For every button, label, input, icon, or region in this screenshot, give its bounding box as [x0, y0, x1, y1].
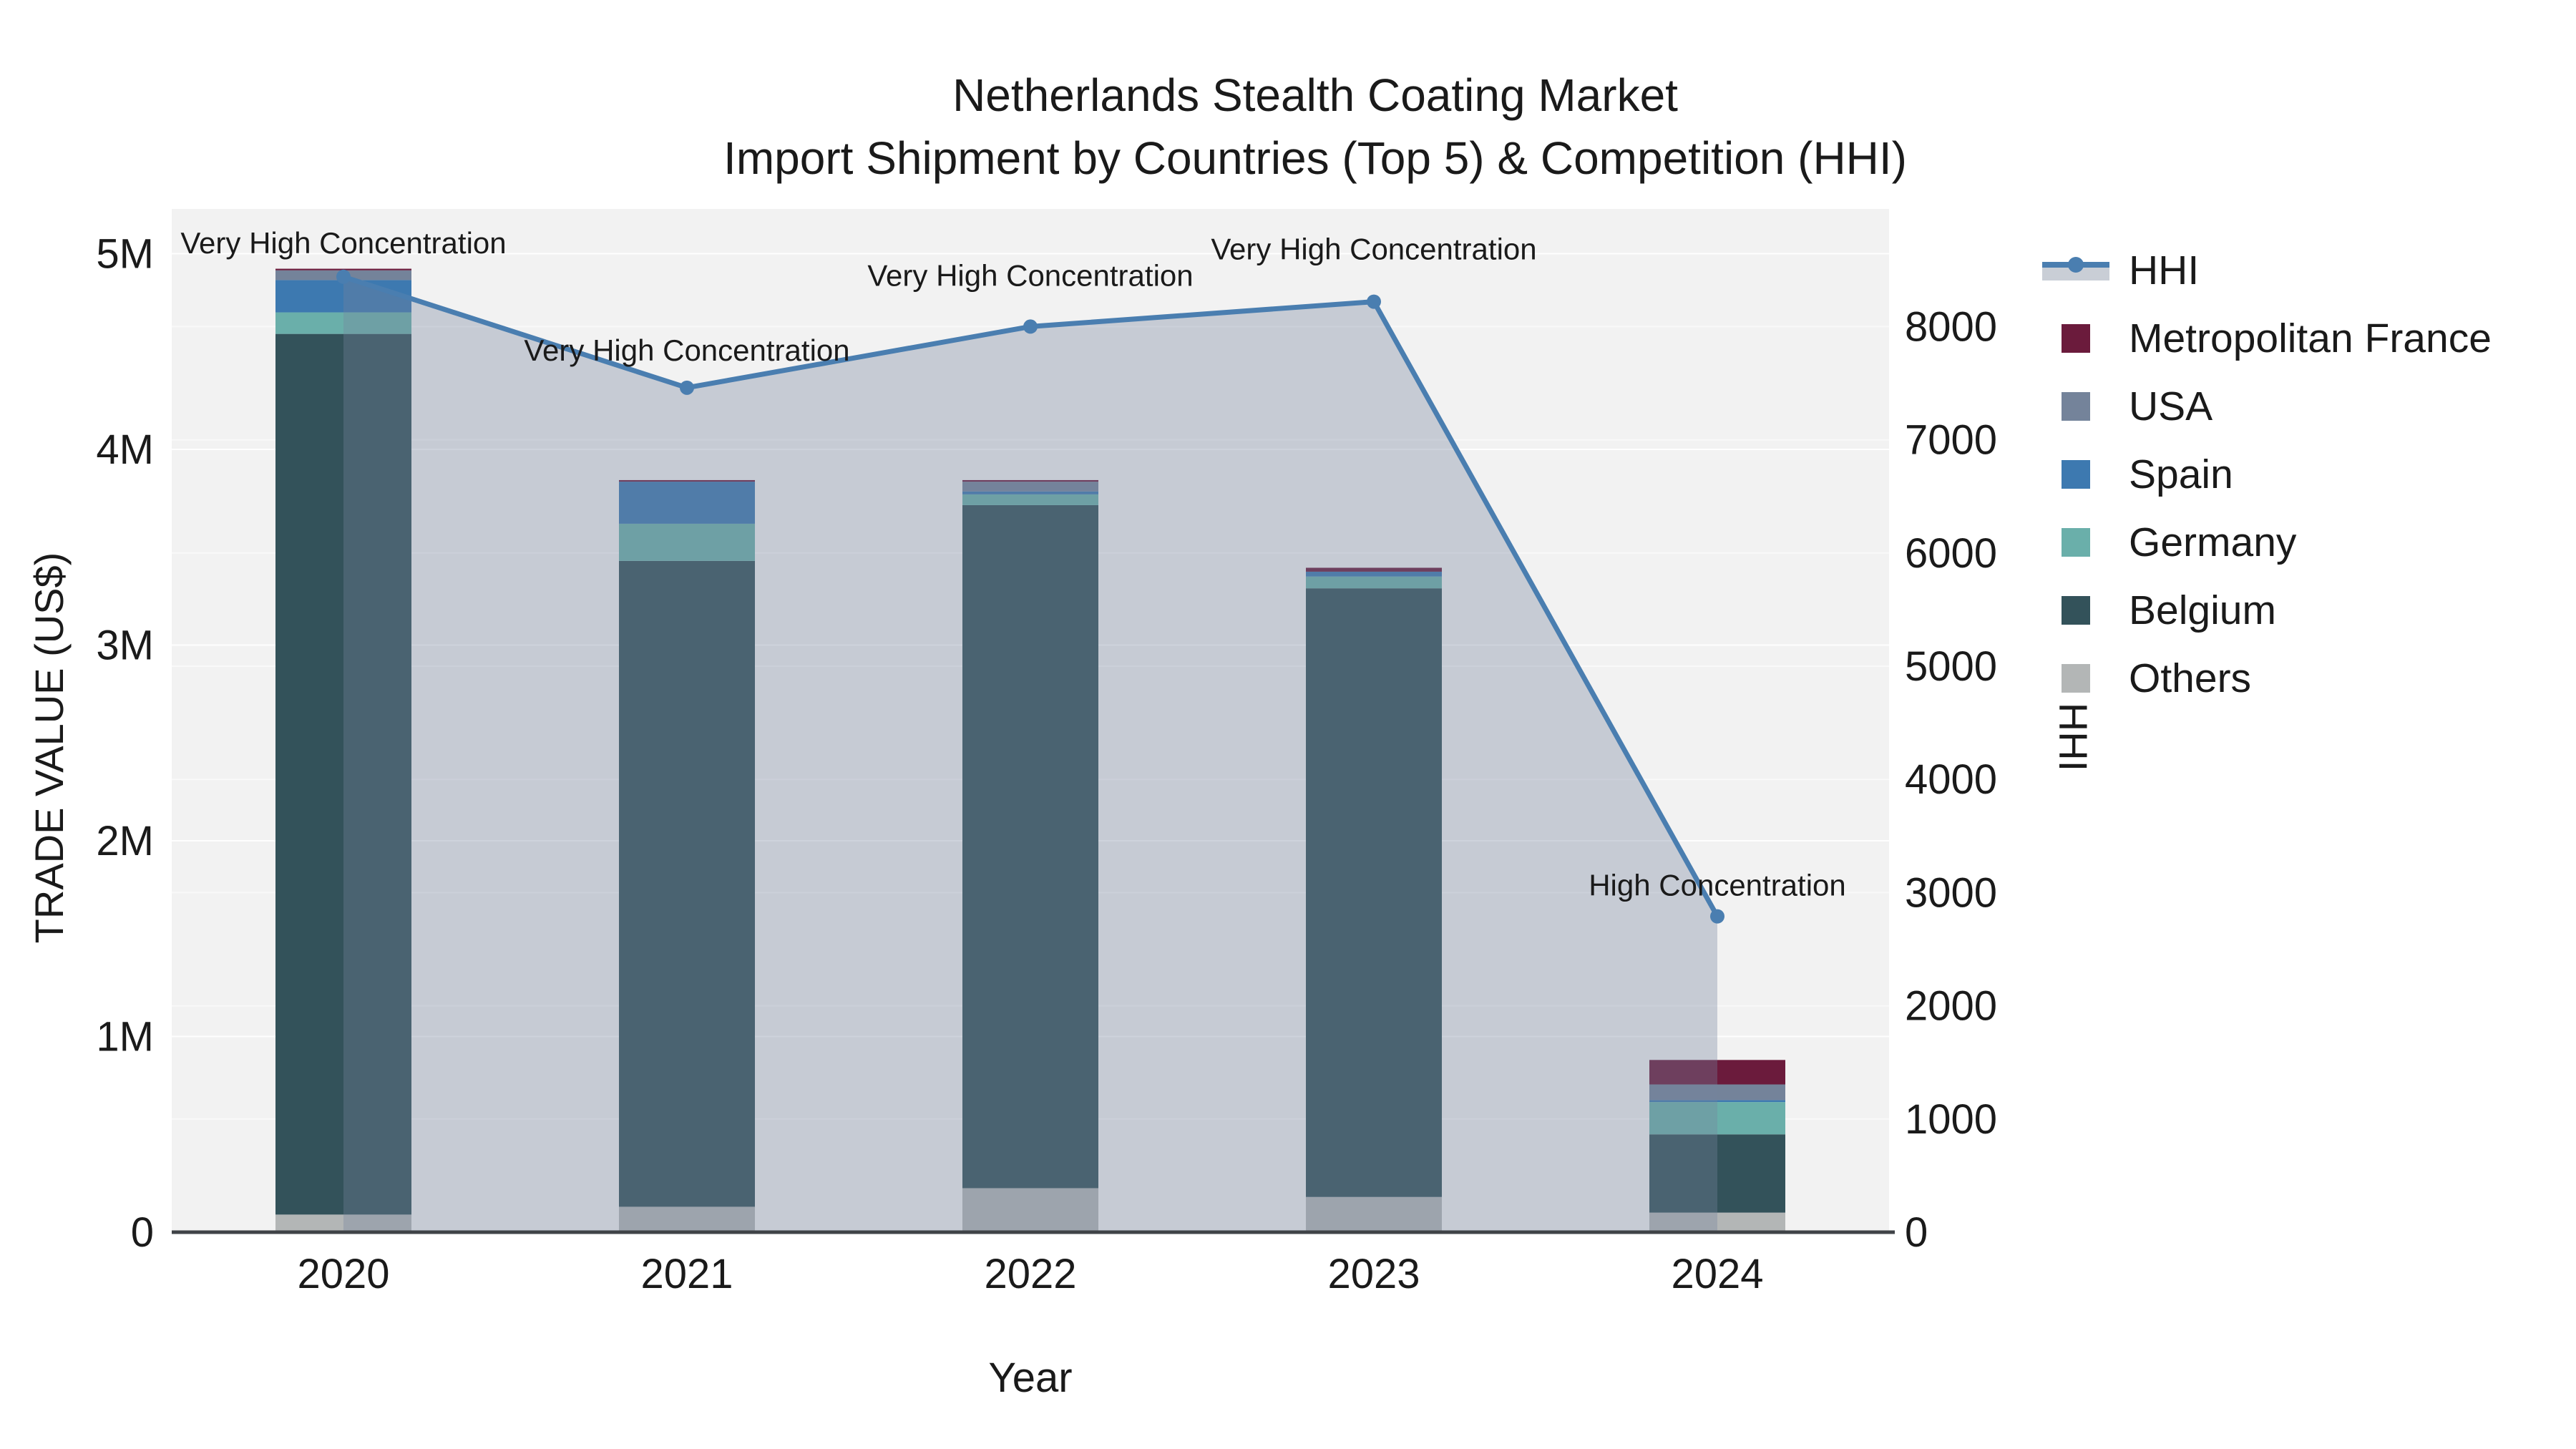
legend-label: Spain [2129, 451, 2233, 497]
legend-item-hhi[interactable]: HHI [2042, 236, 2492, 304]
legend-item-belgium[interactable]: Belgium [2042, 576, 2492, 644]
y-left-tick-0: 0 [131, 1209, 154, 1256]
y-left-tick-1M: 1M [96, 1014, 154, 1060]
bar-segment-2022-usa [962, 482, 1098, 492]
bar-segment-2024-belgium [1649, 1134, 1785, 1213]
series-color-swatch-icon [2042, 391, 2109, 421]
x-tick-2020: 2020 [297, 1251, 389, 1297]
y-right-tick-2000: 2000 [1905, 983, 1997, 1030]
hhi-marker-2022 [1023, 319, 1038, 334]
legend-label: HHI [2129, 247, 2200, 293]
hhi-marker-2020 [336, 269, 351, 284]
x-tick-2023: 2023 [1327, 1251, 1420, 1297]
y-right-tick-8000: 8000 [1905, 303, 1997, 350]
y-right-tick-4000: 4000 [1905, 756, 1997, 803]
y-right-tick-1000: 1000 [1905, 1096, 1997, 1143]
bar-segment-2022-others [962, 1188, 1098, 1232]
bar-segment-2023-spain [1306, 571, 1442, 577]
bar-segment-2023-others [1306, 1196, 1442, 1232]
bar-segment-2024-others [1649, 1212, 1785, 1232]
legend-label: Germany [2129, 519, 2297, 565]
y-left-tick-5M: 5M [96, 231, 154, 278]
y-left-tick-4M: 4M [96, 426, 154, 473]
y-right-tick-5000: 5000 [1905, 643, 1997, 690]
hhi-area-fill [343, 276, 1717, 1232]
y-left-tick-3M: 3M [96, 623, 154, 669]
bar-segment-2021-others [619, 1206, 755, 1232]
y-right-axis-title: HHI [2051, 703, 2096, 771]
bar-segment-2022-spain [962, 491, 1098, 494]
y-right-tick-3000: 3000 [1905, 869, 1997, 916]
bar-segment-2020-spain [275, 280, 411, 313]
hhi-area-series [336, 269, 1724, 1232]
legend-item-metropolitan-france[interactable]: Metropolitan France [2042, 304, 2492, 372]
bar-segment-2021-metropolitan-france [619, 479, 755, 482]
legend-item-spain[interactable]: Spain [2042, 440, 2492, 508]
legend-item-germany[interactable]: Germany [2042, 508, 2492, 576]
chart-title-line1: Netherlands Stealth Coating Market [952, 69, 1678, 121]
bar-segment-2023-metropolitan-france [1306, 567, 1442, 572]
legend: HHI Metropolitan France USA Spain Germany Bel… [2042, 236, 2492, 712]
bar-segment-2021-belgium [619, 560, 755, 1207]
annotation-2020: Very High Concentration [180, 226, 506, 260]
hhi-line-legend-icon [2042, 256, 2109, 285]
x-tick-2021: 2021 [640, 1251, 733, 1297]
bar-segment-2020-others [275, 1214, 411, 1232]
bar-segment-2023-germany [1306, 576, 1442, 589]
legend-label: Belgium [2129, 587, 2276, 633]
annotations: Very High Concentration Very High Concent… [180, 226, 1845, 902]
axis-tick-labels: 0 1M 2M 3M 4M 5M 0 1000 2000 3000 4000 5000 6000 7000… [96, 231, 1997, 1298]
x-tick-2022: 2022 [984, 1251, 1076, 1297]
series-color-swatch-icon [2042, 323, 2109, 353]
stacked-bars [275, 268, 1785, 1232]
y-right-tick-7000: 7000 [1905, 417, 1997, 464]
bar-segment-2022-belgium [962, 504, 1098, 1189]
series-color-swatch-icon [2042, 663, 2109, 693]
y-right-tick-0: 0 [1905, 1209, 1928, 1256]
series-color-swatch-icon [2042, 459, 2109, 489]
legend-label: Others [2129, 655, 2252, 701]
annotation-2023: Very High Concentration [1211, 233, 1536, 266]
legend-item-usa[interactable]: USA [2042, 372, 2492, 440]
bar-segment-2022-germany [962, 494, 1098, 505]
annotation-2024: High Concentration [1589, 869, 1846, 902]
legend-label: Metropolitan France [2129, 315, 2492, 361]
hhi-marker-2023 [1367, 294, 1381, 309]
bar-segment-2020-metropolitan-france [275, 268, 411, 270]
x-axis-title: Year [988, 1355, 1072, 1401]
series-color-swatch-icon [2042, 595, 2109, 625]
annotation-2022: Very High Concentration [867, 258, 1193, 292]
bar-segment-2021-spain [619, 482, 755, 524]
legend-item-others[interactable]: Others [2042, 644, 2492, 712]
chart-title-line2: Import Shipment by Countries (Top 5) & C… [723, 132, 1907, 184]
bar-segment-2020-belgium [275, 333, 411, 1215]
bar-segment-2020-germany [275, 312, 411, 334]
bar-segment-2021-germany [619, 523, 755, 561]
y-right-tick-6000: 6000 [1905, 530, 1997, 577]
bar-segment-2024-usa [1649, 1084, 1785, 1101]
annotation-2021: Very High Concentration [524, 333, 849, 367]
legend-label: USA [2129, 383, 2213, 429]
hhi-marker-2021 [680, 380, 694, 395]
hhi-marker-2024 [1710, 909, 1724, 924]
x-tick-2024: 2024 [1671, 1251, 1763, 1297]
bar-segment-2024-metropolitan-france [1649, 1060, 1785, 1085]
y-left-axis-title: TRADE VALUE (US$) [26, 552, 72, 944]
bar-segment-2022-metropolitan-france [962, 479, 1098, 482]
series-color-swatch-icon [2042, 527, 2109, 557]
bar-segment-2024-spain [1649, 1100, 1785, 1103]
y-left-tick-2M: 2M [96, 818, 154, 864]
bar-segment-2024-germany [1649, 1102, 1785, 1135]
bar-segment-2023-belgium [1306, 588, 1442, 1197]
